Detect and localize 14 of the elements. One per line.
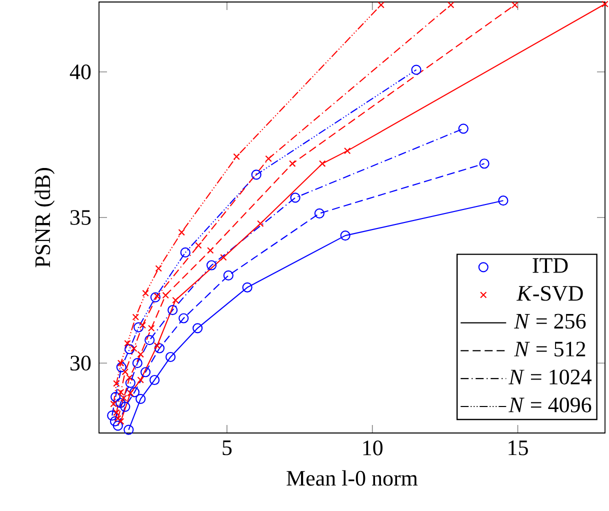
legend-label: N = 1024 xyxy=(508,370,592,384)
x-tick-label: 15 xyxy=(508,440,528,456)
legend-label: ITD xyxy=(532,258,568,273)
legend-label: N = 512 xyxy=(514,342,586,357)
y-tick-label: 40 xyxy=(70,64,91,80)
legend-label: K-SVD xyxy=(516,286,583,301)
y-tick-label: 35 xyxy=(70,210,91,225)
legend-label: N = 256 xyxy=(514,314,586,329)
x-tick-label: 5 xyxy=(222,440,232,456)
y-axis-title: PSNR (dB) xyxy=(34,168,55,268)
legend-label: N = 4096 xyxy=(508,398,592,412)
y-tick-label: 30 xyxy=(70,356,91,371)
x-tick-label: 10 xyxy=(363,440,383,456)
x-axis-title: Mean l-0 norm xyxy=(286,470,418,486)
